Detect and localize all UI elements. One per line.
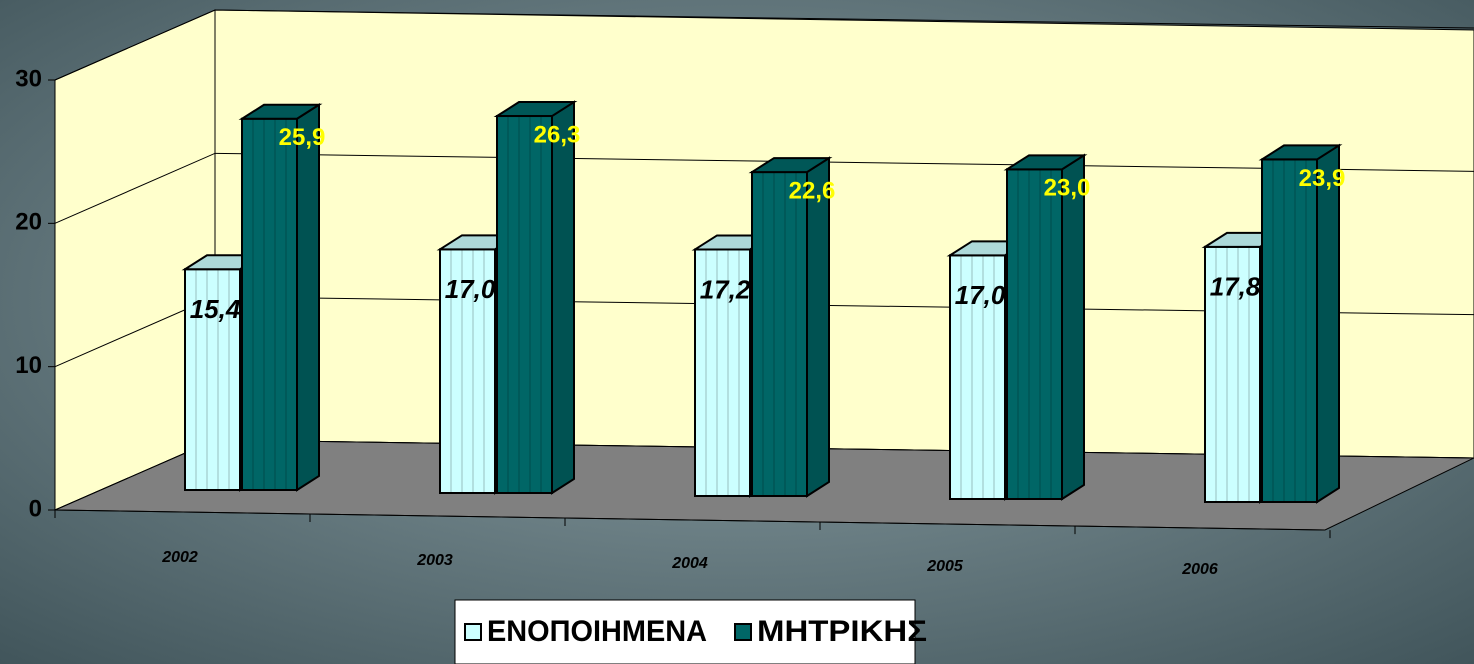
value-label: 26,3	[534, 121, 581, 148]
x-axis	[54, 509, 1326, 531]
bar-side	[806, 156, 830, 498]
y-tick-label: 0	[29, 495, 42, 522]
legend	[454, 599, 916, 664]
legend-label: ΜΗΤΡΙΚΗΣ	[757, 615, 927, 648]
bar-side	[551, 100, 575, 495]
y-tick-label: 20	[15, 209, 42, 236]
bar-top	[1003, 154, 1088, 171]
grid-line	[54, 9, 1474, 81]
x-tick-label: 2005	[926, 558, 964, 575]
bar	[184, 268, 241, 491]
value-label: 17,0	[445, 274, 496, 304]
bar	[751, 171, 808, 497]
x-tick-label: 2006	[1181, 561, 1218, 578]
x-tick-label: 2003	[416, 552, 453, 569]
bar-side	[296, 102, 320, 492]
value-label: 17,8	[1210, 272, 1261, 302]
bar-top	[493, 101, 578, 118]
bar	[1006, 168, 1063, 500]
value-label: 23,9	[1299, 165, 1346, 192]
x-tick-label: 2002	[161, 549, 198, 566]
y-tick-label: 30	[15, 65, 42, 92]
value-label: 23,0	[1044, 175, 1091, 202]
value-label: 15,4	[190, 294, 241, 324]
bar-side	[1061, 153, 1085, 501]
y-tick-label: 10	[15, 352, 42, 379]
bar-top	[1258, 144, 1343, 161]
value-label: 25,9	[279, 124, 326, 151]
bar	[1204, 245, 1261, 503]
legend-swatch	[464, 623, 482, 641]
value-label: 22,6	[789, 177, 836, 204]
value-label: 17,2	[700, 274, 751, 304]
bar	[241, 117, 298, 492]
bar	[949, 254, 1006, 500]
bar-side	[1316, 143, 1340, 504]
bar-top	[748, 157, 833, 174]
bar	[496, 115, 553, 495]
bar-top	[238, 103, 323, 120]
legend-swatch	[734, 623, 752, 641]
x-tick-label: 2004	[671, 555, 708, 572]
bar	[1261, 158, 1318, 504]
legend-label: ΕΝΟΠΟΙΗΜΕΝΑ	[487, 615, 707, 648]
value-label: 17,0	[955, 280, 1006, 310]
